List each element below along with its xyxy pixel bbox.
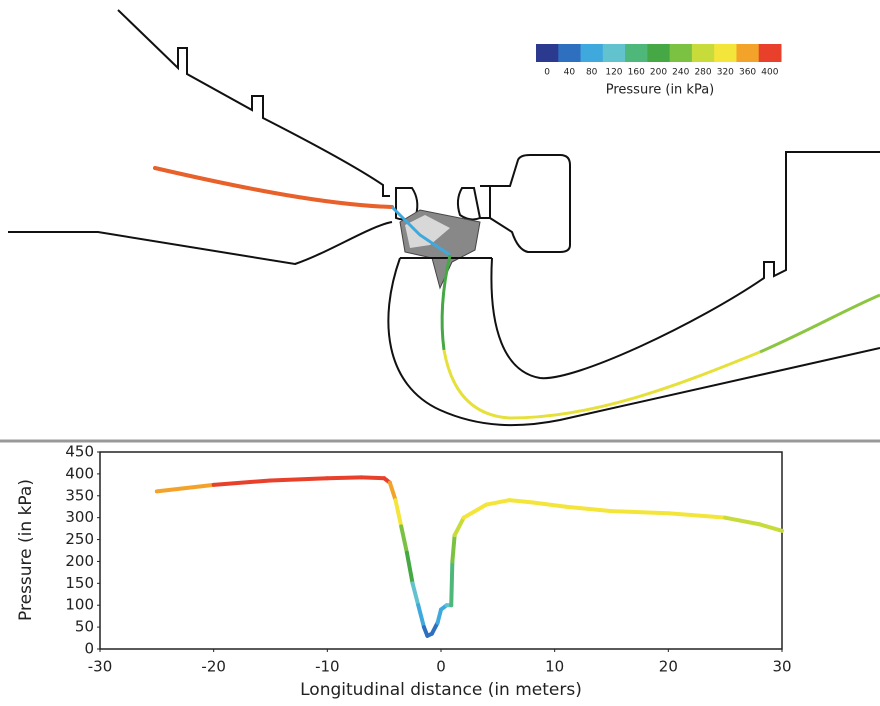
runner-highlight <box>405 215 450 248</box>
colorbar-tick-label: 240 <box>672 68 689 78</box>
upper-wall <box>117 9 390 197</box>
colorbar-swatch <box>736 44 760 62</box>
plot-frame <box>99 451 783 650</box>
colorbar-swatch <box>647 44 671 62</box>
colorbar-swatch <box>580 44 604 62</box>
line-segment <box>359 475 387 481</box>
line-segment <box>410 581 421 608</box>
x-tick-label: 0 <box>436 658 446 676</box>
line-segment <box>268 476 330 483</box>
x-tick-label: 30 <box>772 658 791 676</box>
streamline <box>153 166 394 209</box>
colorbar-tick-label: 320 <box>717 68 734 78</box>
colorbar-title: Pressure (in kPa) <box>606 83 715 98</box>
upper-right-wall <box>480 154 571 253</box>
line-segment <box>723 515 762 527</box>
line-segment <box>393 498 404 529</box>
colorbar-tick-label: 360 <box>739 68 756 78</box>
x-tick-label: -20 <box>201 658 226 676</box>
colorbar-swatch <box>669 44 693 62</box>
y-tick-label: 250 <box>65 530 94 548</box>
colorbar-tick-label: 80 <box>586 68 598 78</box>
y-tick-label: 400 <box>65 464 94 482</box>
colorbar-swatch <box>536 44 559 62</box>
line-segment <box>757 522 784 533</box>
colorbar-swatch <box>625 44 648 62</box>
line-segment <box>529 500 569 509</box>
line-segment <box>507 498 534 505</box>
streamline <box>442 349 761 420</box>
draft-tube-inner <box>490 151 880 380</box>
colorbar-tick-label: 0 <box>544 68 550 78</box>
line-segment <box>484 498 512 507</box>
y-tick-label: 300 <box>65 508 94 526</box>
y-tick-label: 450 <box>65 443 94 461</box>
y-tick-label: 200 <box>65 552 94 570</box>
x-tick-label: 10 <box>545 658 564 676</box>
dam-diagram <box>0 9 880 443</box>
streamline <box>759 293 880 354</box>
x-tick-label: -30 <box>88 658 113 676</box>
line-segment <box>435 607 443 625</box>
streamline <box>440 254 452 351</box>
colorbar-swatch <box>558 44 582 62</box>
line-segment <box>564 504 614 514</box>
colorbar-swatch <box>691 44 715 62</box>
y-tick-label: 0 <box>84 640 94 658</box>
colorbar: 0 40 80 120 160 200 240 280 320 360 400 <box>536 44 782 78</box>
y-tick-label: 350 <box>65 486 94 504</box>
line-segment <box>325 475 364 481</box>
colorbar-tick-label: 160 <box>628 68 645 78</box>
y-tick-label: 50 <box>75 618 94 636</box>
colorbar-swatch <box>602 44 626 62</box>
streamline <box>390 205 451 257</box>
line-segment <box>452 515 466 538</box>
colorbar-tick-label: 40 <box>564 68 576 78</box>
line-segment <box>449 559 455 608</box>
colorbar-tick-label: 400 <box>761 68 778 78</box>
line-segment <box>387 480 398 503</box>
line-segment <box>211 478 273 487</box>
draft-tube-outer <box>387 257 880 427</box>
colorbar-tick-label: 120 <box>605 68 622 78</box>
line-segment <box>416 603 426 630</box>
colorbar-tick-label: 200 <box>650 68 667 78</box>
x-tick-label: 20 <box>659 658 678 676</box>
line-segment <box>429 620 440 636</box>
x-axis-label: Longitudinal distance (in meters) <box>300 680 582 700</box>
line-segment <box>666 511 728 520</box>
y-axis-label: Pressure (in kPa) <box>16 479 36 621</box>
y-tick-label: 150 <box>65 574 94 592</box>
colorbar-tick-label: 280 <box>694 68 711 78</box>
x-tick-label: -10 <box>315 658 340 676</box>
colorbar-swatch <box>758 44 782 62</box>
stay-vane-right <box>456 187 482 221</box>
y-tick-label: 100 <box>65 596 94 614</box>
line-segment <box>461 502 489 520</box>
lower-left-wall <box>8 221 393 266</box>
line-segment <box>609 509 671 516</box>
line-segment <box>154 482 216 494</box>
line-segment <box>399 524 409 555</box>
line-segment <box>450 533 457 564</box>
colorbar-swatch <box>714 44 737 62</box>
line-segment <box>404 550 415 586</box>
